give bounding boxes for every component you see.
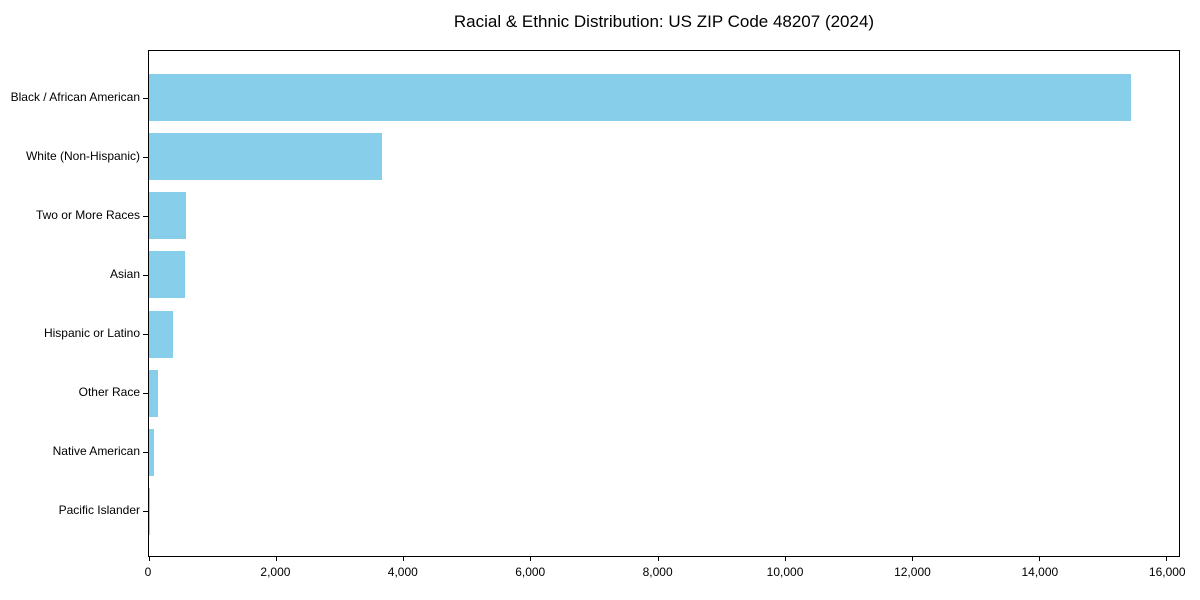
x-tick-label-14000: 14,000 [1021, 565, 1059, 579]
x-tick-label-0: 0 [144, 565, 152, 579]
x-tick-label-2000: 2,000 [260, 565, 291, 579]
x-tick-mark [657, 556, 659, 561]
bar-black-african-american [149, 74, 1131, 122]
y-tick-mark [143, 334, 149, 335]
y-tick-label-two-or-more-races: Two or More Races [35, 207, 140, 222]
bar-asian [149, 251, 186, 299]
bar-other-race [149, 369, 158, 417]
bar-pacific-islander [149, 487, 150, 535]
y-tick-mark [143, 452, 149, 454]
chart-title: Racial & Ethnic Distribution: US ZIP Cod… [453, 12, 875, 31]
bar-hispanic-or-latino [149, 310, 174, 358]
x-tick-label-4000: 4,000 [387, 565, 418, 579]
y-tick-mark [143, 156, 149, 158]
x-tick-mark [530, 556, 532, 561]
x-tick-mark [1039, 556, 1041, 561]
x-tick-label-6000: 6,000 [515, 565, 546, 579]
x-tick-mark [911, 556, 913, 561]
x-tick-mark [276, 556, 278, 561]
plot-area [143, 50, 1180, 561]
y-tick-mark [143, 393, 149, 395]
y-tick-label-hispanic-or-latino: Hispanic or Latino [43, 326, 140, 340]
x-tick-label-12000: 12,000 [894, 565, 931, 579]
y-tick-mark [143, 97, 149, 99]
x-tick-label-10000: 10,000 [766, 565, 804, 579]
x-tick-mark [403, 556, 405, 561]
y-tick-label-pacific-islander: Pacific Islander [58, 503, 140, 518]
x-tick-mark [149, 556, 150, 561]
bar-two-or-more-races [149, 192, 186, 240]
x-tick-label-8000: 8,000 [642, 565, 673, 579]
x-tick-mark [784, 556, 786, 561]
y-tick-label-asian: Asian [109, 266, 140, 281]
bar-native-american [149, 428, 155, 476]
y-tick-label-white-non-hispanic: White (Non-Hispanic) [25, 148, 140, 163]
x-tick-label-16000: 16,000 [1148, 565, 1186, 579]
y-tick-label-native-american: Native American [52, 444, 140, 459]
y-tick-mark [143, 511, 149, 513]
y-tick-label-black-african-american: Black / African American [10, 89, 140, 104]
y-axis: Black / African American White (Non-Hispa… [0, 50, 140, 557]
x-tick-mark [1166, 556, 1168, 561]
bar-white-non-hispanic [149, 133, 383, 181]
x-axis: 0 2,000 4,000 6,000 8,000 10,000 12,000 14,000 1… [144, 557, 1186, 582]
y-tick-mark [143, 215, 149, 217]
y-tick-label-other-race: Other Race [78, 385, 140, 400]
y-tick-mark [143, 274, 149, 276]
